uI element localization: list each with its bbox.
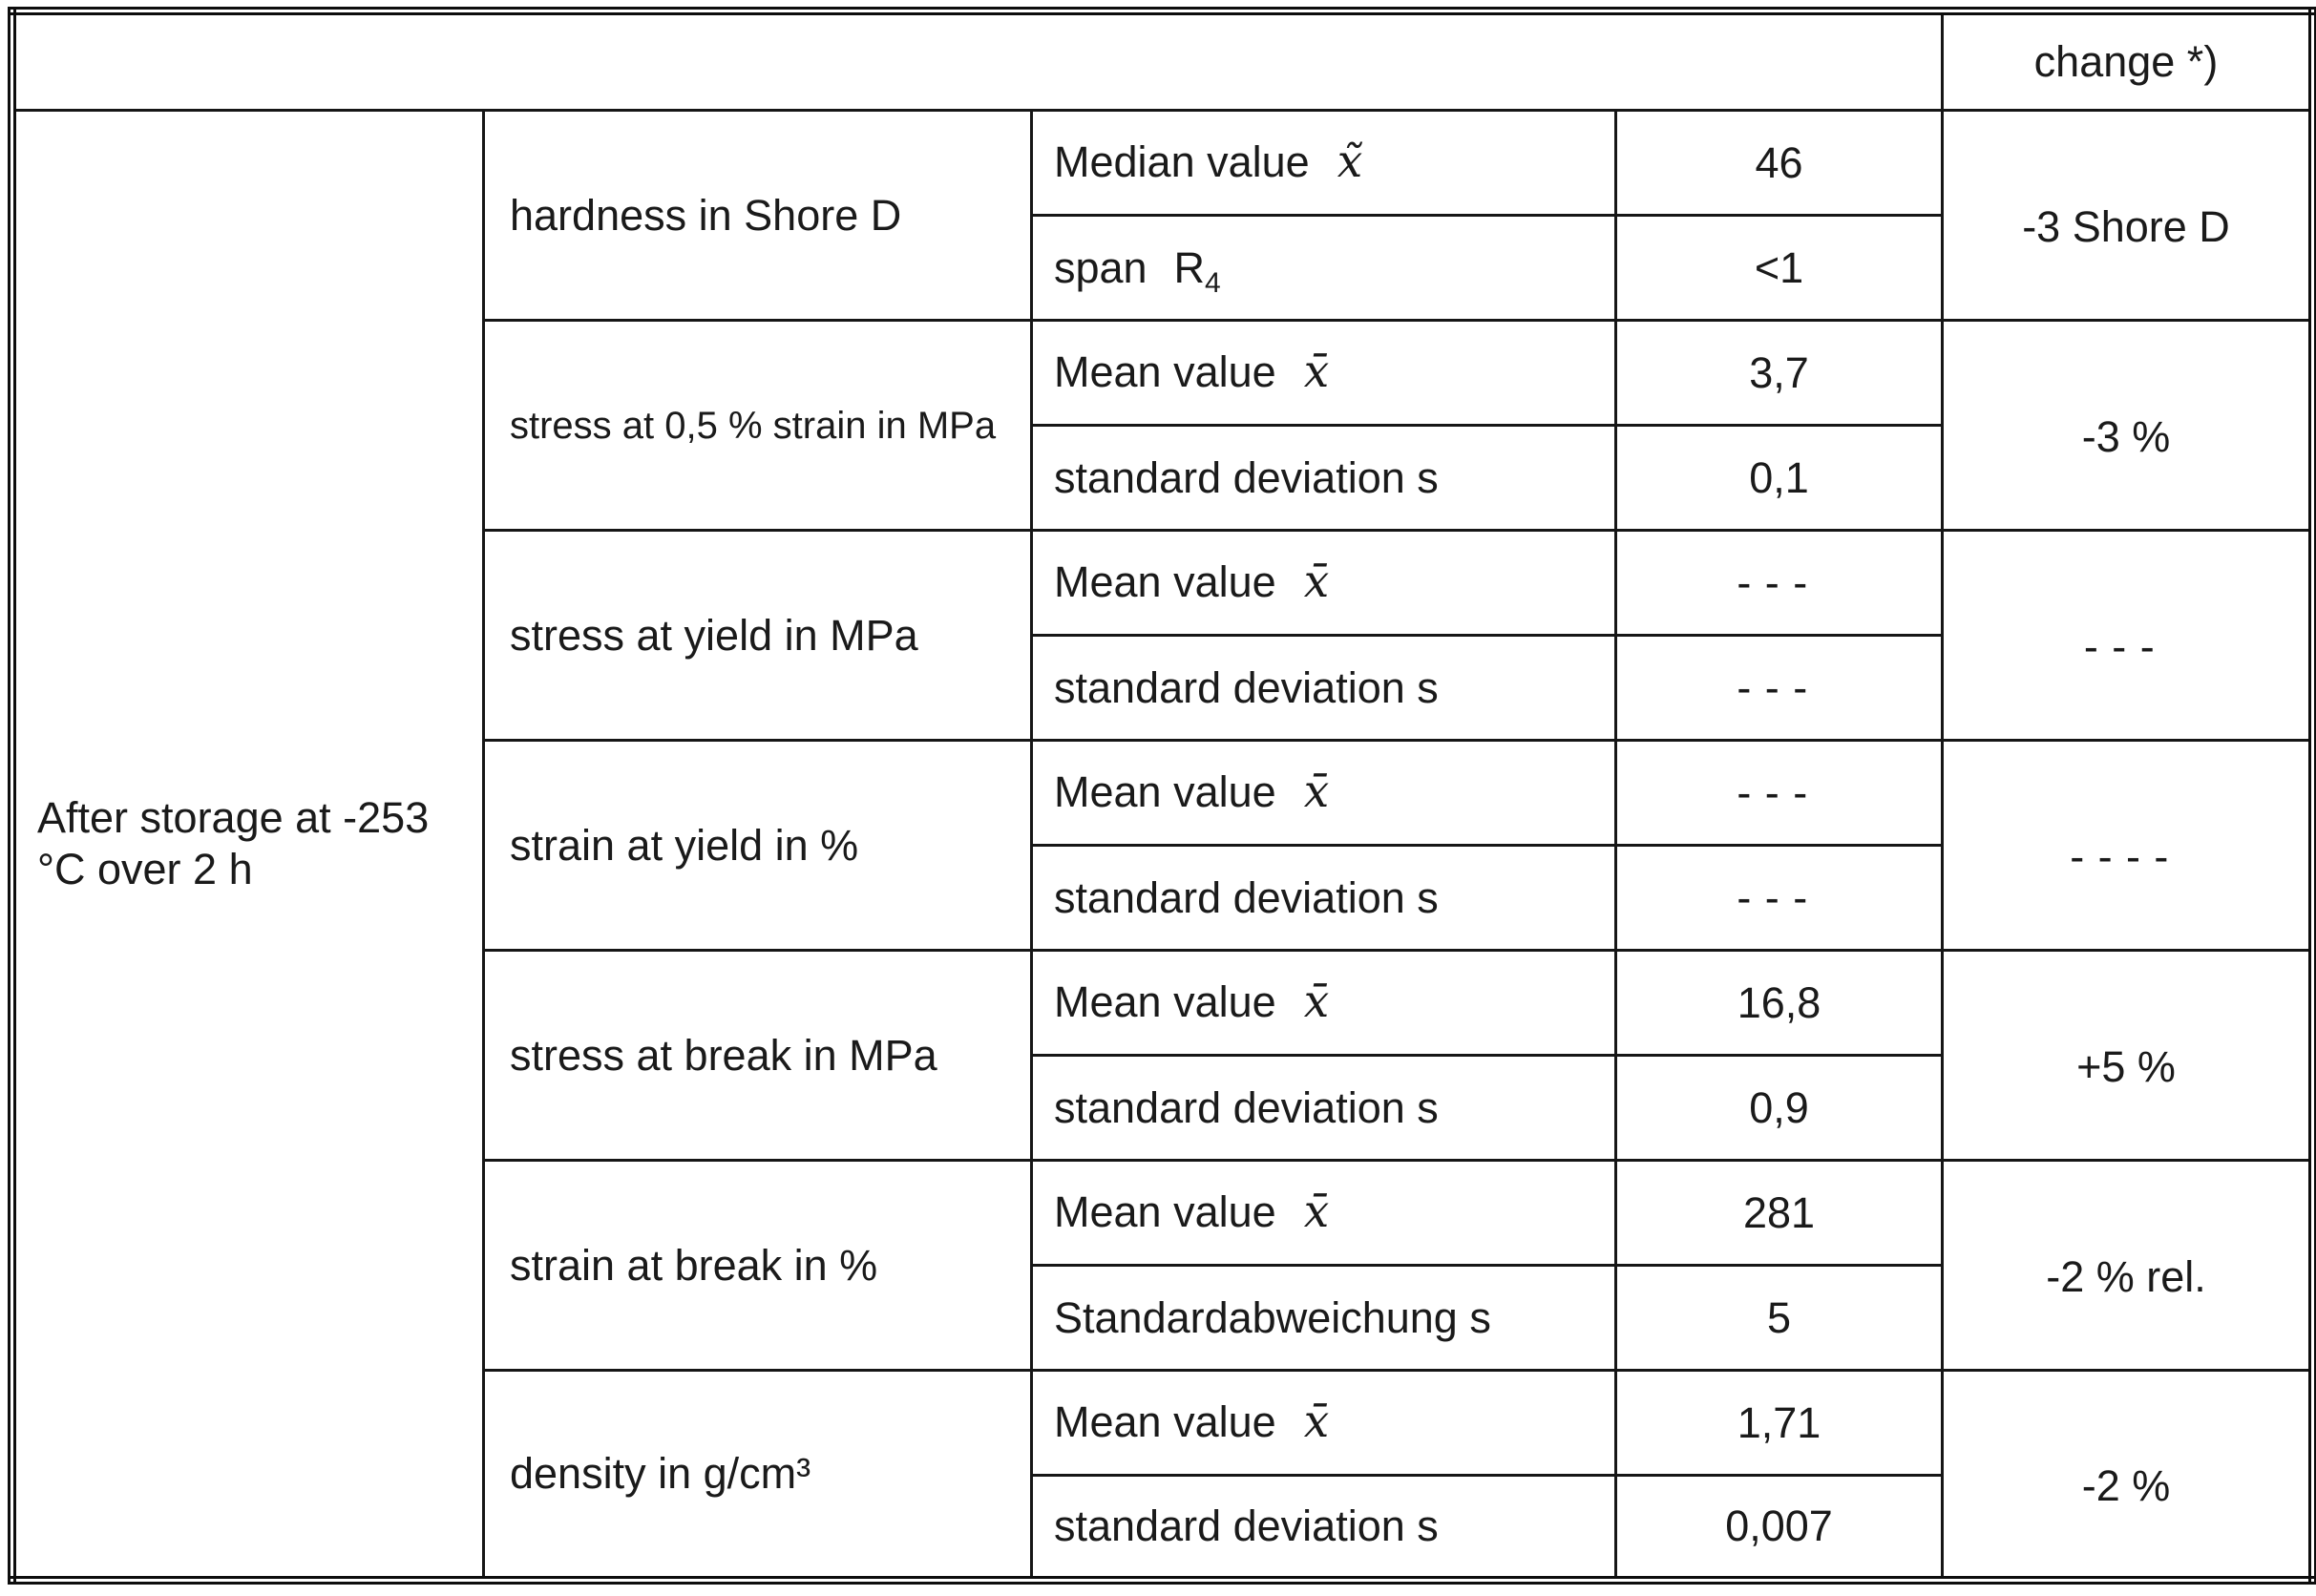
properties-table: change *) After storage at -253 °C over … (8, 7, 2316, 1585)
change-cell: -2 % rel. (1941, 1159, 2314, 1372)
table-row: stress at break in MPa Mean value x̄ 16,8… (12, 949, 2314, 1162)
statistic-label: Mean value x̄ (1030, 949, 1617, 1057)
statistic-label: Mean value x̄ (1030, 1369, 1617, 1477)
value-cell: 0,007 (1614, 1474, 1944, 1582)
table-row: stress at yield in MPa Mean value x̄ --- … (12, 529, 2314, 742)
math-symbol: x̄ (1303, 976, 1330, 1029)
table-row: standard deviation s --- (12, 844, 2313, 952)
table-row: standard deviation s 0,1 (12, 424, 2313, 532)
statistic-label: span R4 (1030, 214, 1617, 322)
value-cell: 5 (1614, 1264, 1944, 1372)
property-name: hardness in Shore D (482, 109, 1033, 322)
property-name: stress at yield in MPa (482, 529, 1033, 742)
math-symbol: x̄ (1303, 346, 1330, 399)
table-row: standard deviation s 0,007 (12, 1474, 2313, 1582)
property-name: strain at yield in % (482, 739, 1033, 952)
math-symbol: x̃ (1337, 136, 1363, 189)
statistic-label: Mean value x̄ (1030, 1159, 1617, 1267)
statistic-label: Standardabweichung s (1030, 1264, 1617, 1372)
statistic-label: standard deviation s (1030, 1474, 1617, 1582)
value-cell: --- (1614, 529, 1944, 637)
statistic-label: Mean value x̄ (1030, 739, 1617, 847)
value-cell: 3,7 (1614, 319, 1944, 427)
table-row: density in g/cm³ Mean value x̄ 1,71 -2 % (12, 1369, 2314, 1582)
property-name: strain at break in % (482, 1159, 1033, 1372)
header-empty-cell (11, 10, 1944, 112)
change-cell: ---- (1941, 739, 2314, 952)
value-cell: 16,8 (1614, 949, 1944, 1057)
table-row: strain at break in % Mean value x̄ 281 -2… (12, 1159, 2314, 1372)
math-symbol: x̄ (1303, 766, 1330, 819)
change-column-header: change *) (1941, 10, 2314, 112)
math-symbol: x̄ (1303, 1186, 1330, 1239)
value-cell: 1,71 (1614, 1369, 1944, 1477)
statistic-label: Mean value x̄ (1030, 529, 1617, 637)
statistic-label: standard deviation s (1030, 634, 1617, 742)
value-cell: --- (1614, 634, 1944, 742)
value-cell: 0,1 (1614, 424, 1944, 532)
statistic-label: standard deviation s (1030, 424, 1617, 532)
property-name: density in g/cm³ (482, 1369, 1033, 1582)
math-symbol: x̄ (1303, 556, 1330, 609)
change-cell: -2 % (1941, 1369, 2314, 1582)
table-row: Standardabweichung s 5 (12, 1264, 2313, 1372)
change-cell: --- (1941, 529, 2314, 742)
table-row: standard deviation s 0,9 (12, 1054, 2313, 1162)
statistic-label: standard deviation s (1030, 1054, 1617, 1162)
header-row: change *) (11, 10, 2314, 112)
table-row: strain at yield in % Mean value x̄ --- --… (12, 739, 2314, 952)
table-row: After storage at -253 °C over 2 h hardne… (11, 109, 2314, 1582)
statistic-label: Mean value x̄ (1030, 319, 1617, 427)
value-cell: <1 (1614, 214, 1944, 322)
value-cell: 46 (1614, 109, 1944, 217)
value-cell: 0,9 (1614, 1054, 1944, 1162)
row-group-label: After storage at -253 °C over 2 h (11, 109, 485, 1582)
property-name: stress at break in MPa (482, 949, 1033, 1162)
value-cell: --- (1614, 739, 1944, 847)
statistic-label: Median value x̃ (1030, 109, 1617, 217)
symbol-subscript: 4 (1204, 266, 1221, 299)
change-cell: -3 % (1941, 319, 2314, 532)
value-cell: --- (1614, 844, 1944, 952)
table-row: standard deviation s --- (12, 634, 2313, 742)
table-row: stress at 0,5 % strain in MPa Mean value… (12, 319, 2314, 532)
table-row: span R4 <1 (12, 214, 2313, 322)
statistic-label: standard deviation s (1030, 844, 1617, 952)
change-cell: -3 Shore D (1941, 109, 2314, 322)
math-symbol: x̄ (1303, 1396, 1330, 1449)
property-name: stress at 0,5 % strain in MPa (482, 319, 1033, 532)
math-symbol: R (1173, 242, 1205, 292)
value-cell: 281 (1614, 1159, 1944, 1267)
change-cell: +5 % (1941, 949, 2314, 1162)
